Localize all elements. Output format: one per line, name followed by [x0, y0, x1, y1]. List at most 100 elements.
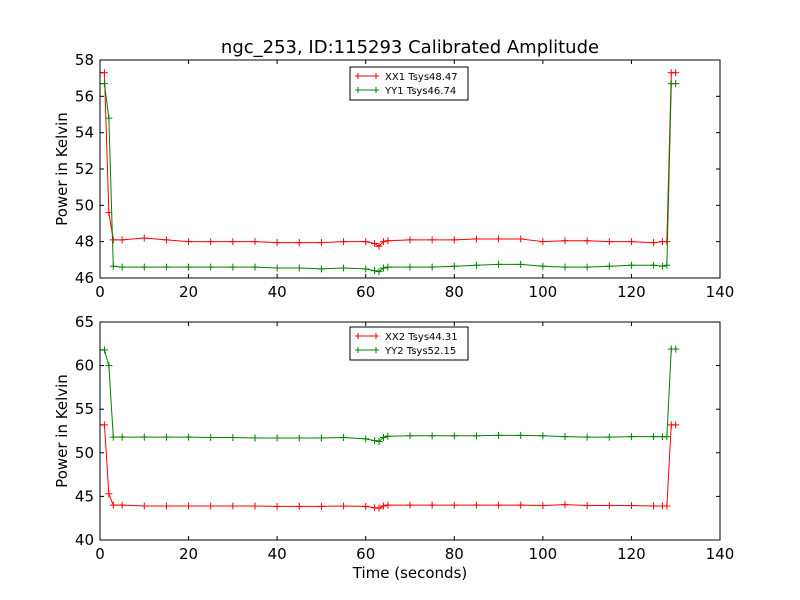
x-tick-label: 20 — [179, 283, 198, 301]
data-point-marker — [605, 262, 613, 270]
x-tick-label: 100 — [529, 545, 558, 563]
data-point-marker — [650, 502, 658, 510]
y-axis-label: Power in Kelvin — [53, 112, 71, 226]
data-point-marker — [495, 501, 503, 509]
data-point-marker — [495, 235, 503, 243]
data-point-marker — [672, 421, 680, 429]
data-point-marker — [428, 432, 436, 440]
data-point-marker — [317, 502, 325, 510]
data-point-marker — [185, 502, 193, 510]
y-tick-label: 50 — [75, 196, 94, 214]
data-point-marker — [663, 238, 671, 246]
legend-label: YY2 Tsys52.15 — [384, 346, 456, 357]
data-point-marker — [384, 432, 392, 440]
data-point-marker — [229, 238, 237, 246]
x-tick-label: 40 — [268, 545, 287, 563]
data-point-marker — [605, 238, 613, 246]
data-point-marker — [658, 262, 666, 270]
data-point-marker — [371, 267, 379, 275]
data-point-marker — [406, 501, 414, 509]
data-point-marker — [450, 501, 458, 509]
y-tick-label: 48 — [75, 233, 94, 251]
x-tick-label: 100 — [529, 283, 558, 301]
series-group — [100, 69, 680, 276]
data-point-marker — [663, 433, 671, 441]
data-point-marker — [428, 263, 436, 271]
data-point-marker — [379, 434, 387, 442]
data-point-marker — [105, 362, 113, 370]
data-point-marker — [273, 264, 281, 272]
y-tick-label: 50 — [75, 444, 94, 462]
data-point-marker — [375, 437, 383, 445]
y-tick-label: 55 — [75, 400, 94, 418]
data-point-marker — [561, 433, 569, 441]
data-point-marker — [672, 69, 680, 77]
data-point-marker — [109, 262, 117, 270]
y-tick-label: 45 — [75, 487, 94, 505]
data-point-marker — [251, 434, 259, 442]
y-tick-label: 52 — [75, 160, 94, 178]
legend-item: YY1 Tsys46.74 — [355, 86, 456, 97]
x-tick-label: 140 — [706, 545, 735, 563]
data-point-marker — [627, 433, 635, 441]
data-point-marker — [317, 239, 325, 247]
data-point-marker — [663, 261, 671, 269]
data-point-marker — [650, 433, 658, 441]
data-point-marker — [362, 265, 370, 273]
data-point-marker — [100, 80, 108, 88]
data-point-marker — [379, 502, 387, 510]
data-point-marker — [185, 433, 193, 441]
data-point-marker — [384, 237, 392, 245]
data-point-marker — [375, 504, 383, 512]
data-point-marker — [450, 262, 458, 270]
data-point-marker — [583, 237, 591, 245]
data-point-marker — [472, 235, 480, 243]
data-point-marker — [375, 242, 383, 250]
data-point-marker — [273, 502, 281, 510]
data-point-marker — [185, 238, 193, 246]
data-point-marker — [362, 435, 370, 443]
x-tick-label: 60 — [356, 545, 375, 563]
data-point-marker — [517, 260, 525, 268]
data-point-marker — [105, 490, 113, 498]
data-point-marker — [251, 238, 259, 246]
series-group — [100, 345, 680, 512]
y-tick-label: 65 — [75, 313, 94, 331]
data-point-marker — [109, 433, 117, 441]
y-tick-label: 60 — [75, 357, 94, 375]
legend-label: XX2 Tsys44.31 — [385, 332, 458, 343]
data-point-marker — [207, 502, 215, 510]
legend: XX1 Tsys48.47 YY1 Tsys46.74 — [349, 66, 469, 101]
data-point-marker — [251, 263, 259, 271]
data-point-marker — [100, 346, 108, 354]
data-point-marker — [295, 239, 303, 247]
x-tick-label: 80 — [445, 545, 464, 563]
data-point-marker — [450, 432, 458, 440]
data-point-marker — [162, 502, 170, 510]
series-line-1 — [100, 424, 676, 509]
data-point-marker — [605, 433, 613, 441]
legend: XX2 Tsys44.31 YY2 Tsys52.15 — [349, 326, 469, 361]
data-point-marker — [650, 239, 658, 247]
data-point-marker — [539, 238, 547, 246]
data-point-marker — [472, 501, 480, 509]
data-point-marker — [273, 434, 281, 442]
legend-item: YY2 Tsys52.15 — [355, 346, 456, 357]
data-point-marker — [118, 433, 126, 441]
data-point-marker — [672, 345, 680, 353]
data-point-marker — [251, 502, 259, 510]
data-point-marker — [627, 238, 635, 246]
data-point-marker — [317, 265, 325, 273]
data-point-marker — [140, 433, 148, 441]
data-point-marker — [517, 501, 525, 509]
data-point-marker — [109, 501, 117, 509]
data-point-marker — [100, 421, 108, 429]
data-point-marker — [140, 234, 148, 242]
data-point-marker — [229, 263, 237, 271]
plot-frame — [99, 321, 721, 541]
data-point-marker — [229, 502, 237, 510]
data-point-marker — [561, 263, 569, 271]
data-point-marker — [379, 264, 387, 272]
data-point-marker — [428, 236, 436, 244]
